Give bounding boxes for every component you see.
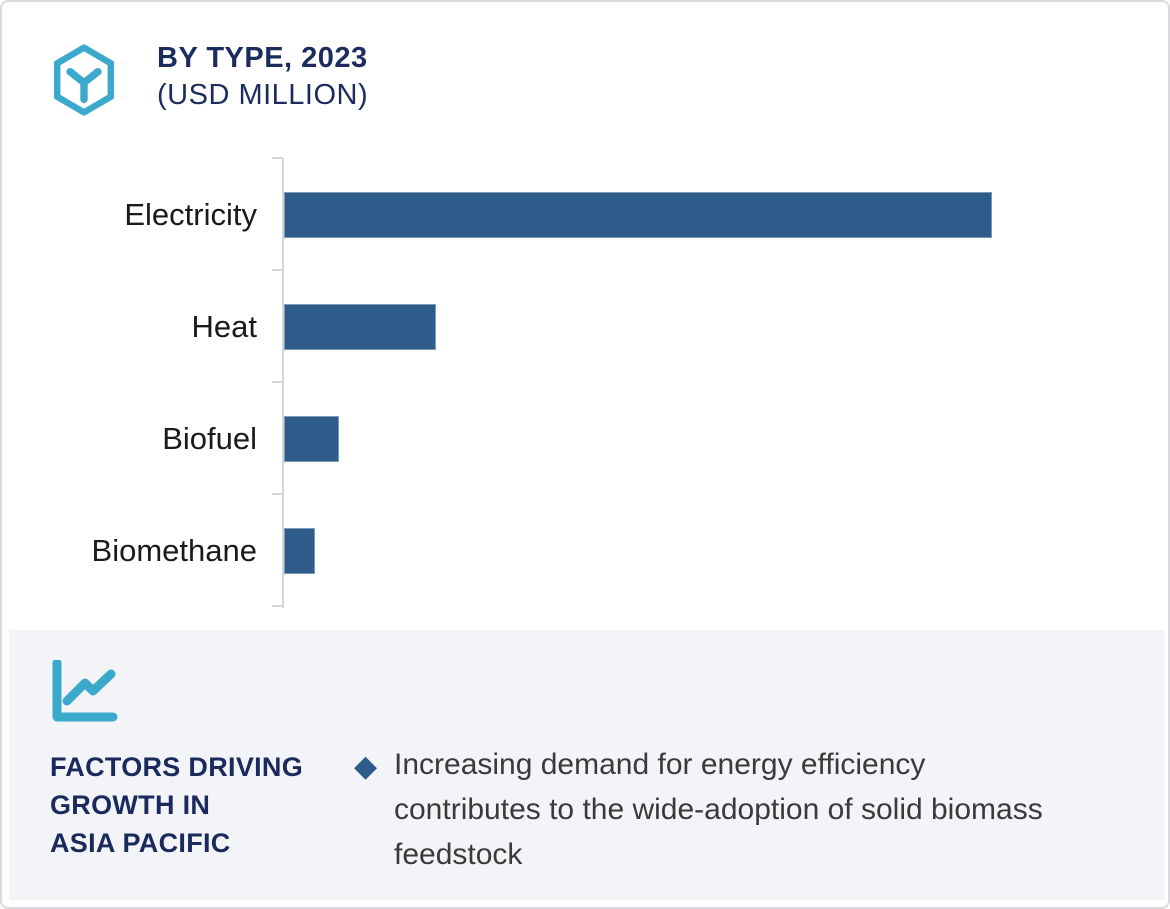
bar bbox=[284, 416, 339, 462]
chart-subtitle: (USD MILLION) bbox=[157, 79, 369, 111]
axis-tick bbox=[272, 493, 283, 495]
diamond-bullet-icon: ◆ bbox=[354, 749, 378, 784]
axis-tick bbox=[272, 605, 283, 607]
axis-tick bbox=[272, 381, 283, 383]
category-label: Biofuel bbox=[162, 421, 257, 456]
hexagon-box-icon bbox=[53, 44, 115, 116]
insight-bullet-text: Increasing demand for energy efficiency … bbox=[394, 748, 1043, 871]
category-label: Heat bbox=[191, 309, 257, 344]
insight-heading-line: FACTORS DRIVING bbox=[50, 752, 304, 782]
insight-heading-line: ASIA PACIFIC bbox=[50, 828, 231, 858]
axis-tick bbox=[272, 269, 283, 271]
insight-heading: FACTORS DRIVING GROWTH IN ASIA PACIFIC bbox=[50, 748, 303, 862]
bar bbox=[284, 192, 992, 238]
chart-header: BY TYPE, 2023 (USD MILLION) bbox=[157, 40, 368, 114]
category-label: Biomethane bbox=[91, 533, 257, 568]
axis-tick bbox=[272, 157, 283, 159]
insight-heading-line: GROWTH IN bbox=[50, 790, 211, 820]
bar bbox=[284, 304, 436, 350]
y-axis-line bbox=[282, 158, 284, 608]
line-chart-icon bbox=[52, 660, 118, 722]
category-label: Electricity bbox=[124, 197, 257, 232]
bar bbox=[284, 528, 315, 574]
bar-chart: Electricity Heat Biofuel Biomethane bbox=[2, 142, 1168, 632]
insight-panel: FACTORS DRIVING GROWTH IN ASIA PACIFIC ◆… bbox=[9, 630, 1165, 900]
chart-title: BY TYPE, 2023 bbox=[157, 42, 368, 74]
